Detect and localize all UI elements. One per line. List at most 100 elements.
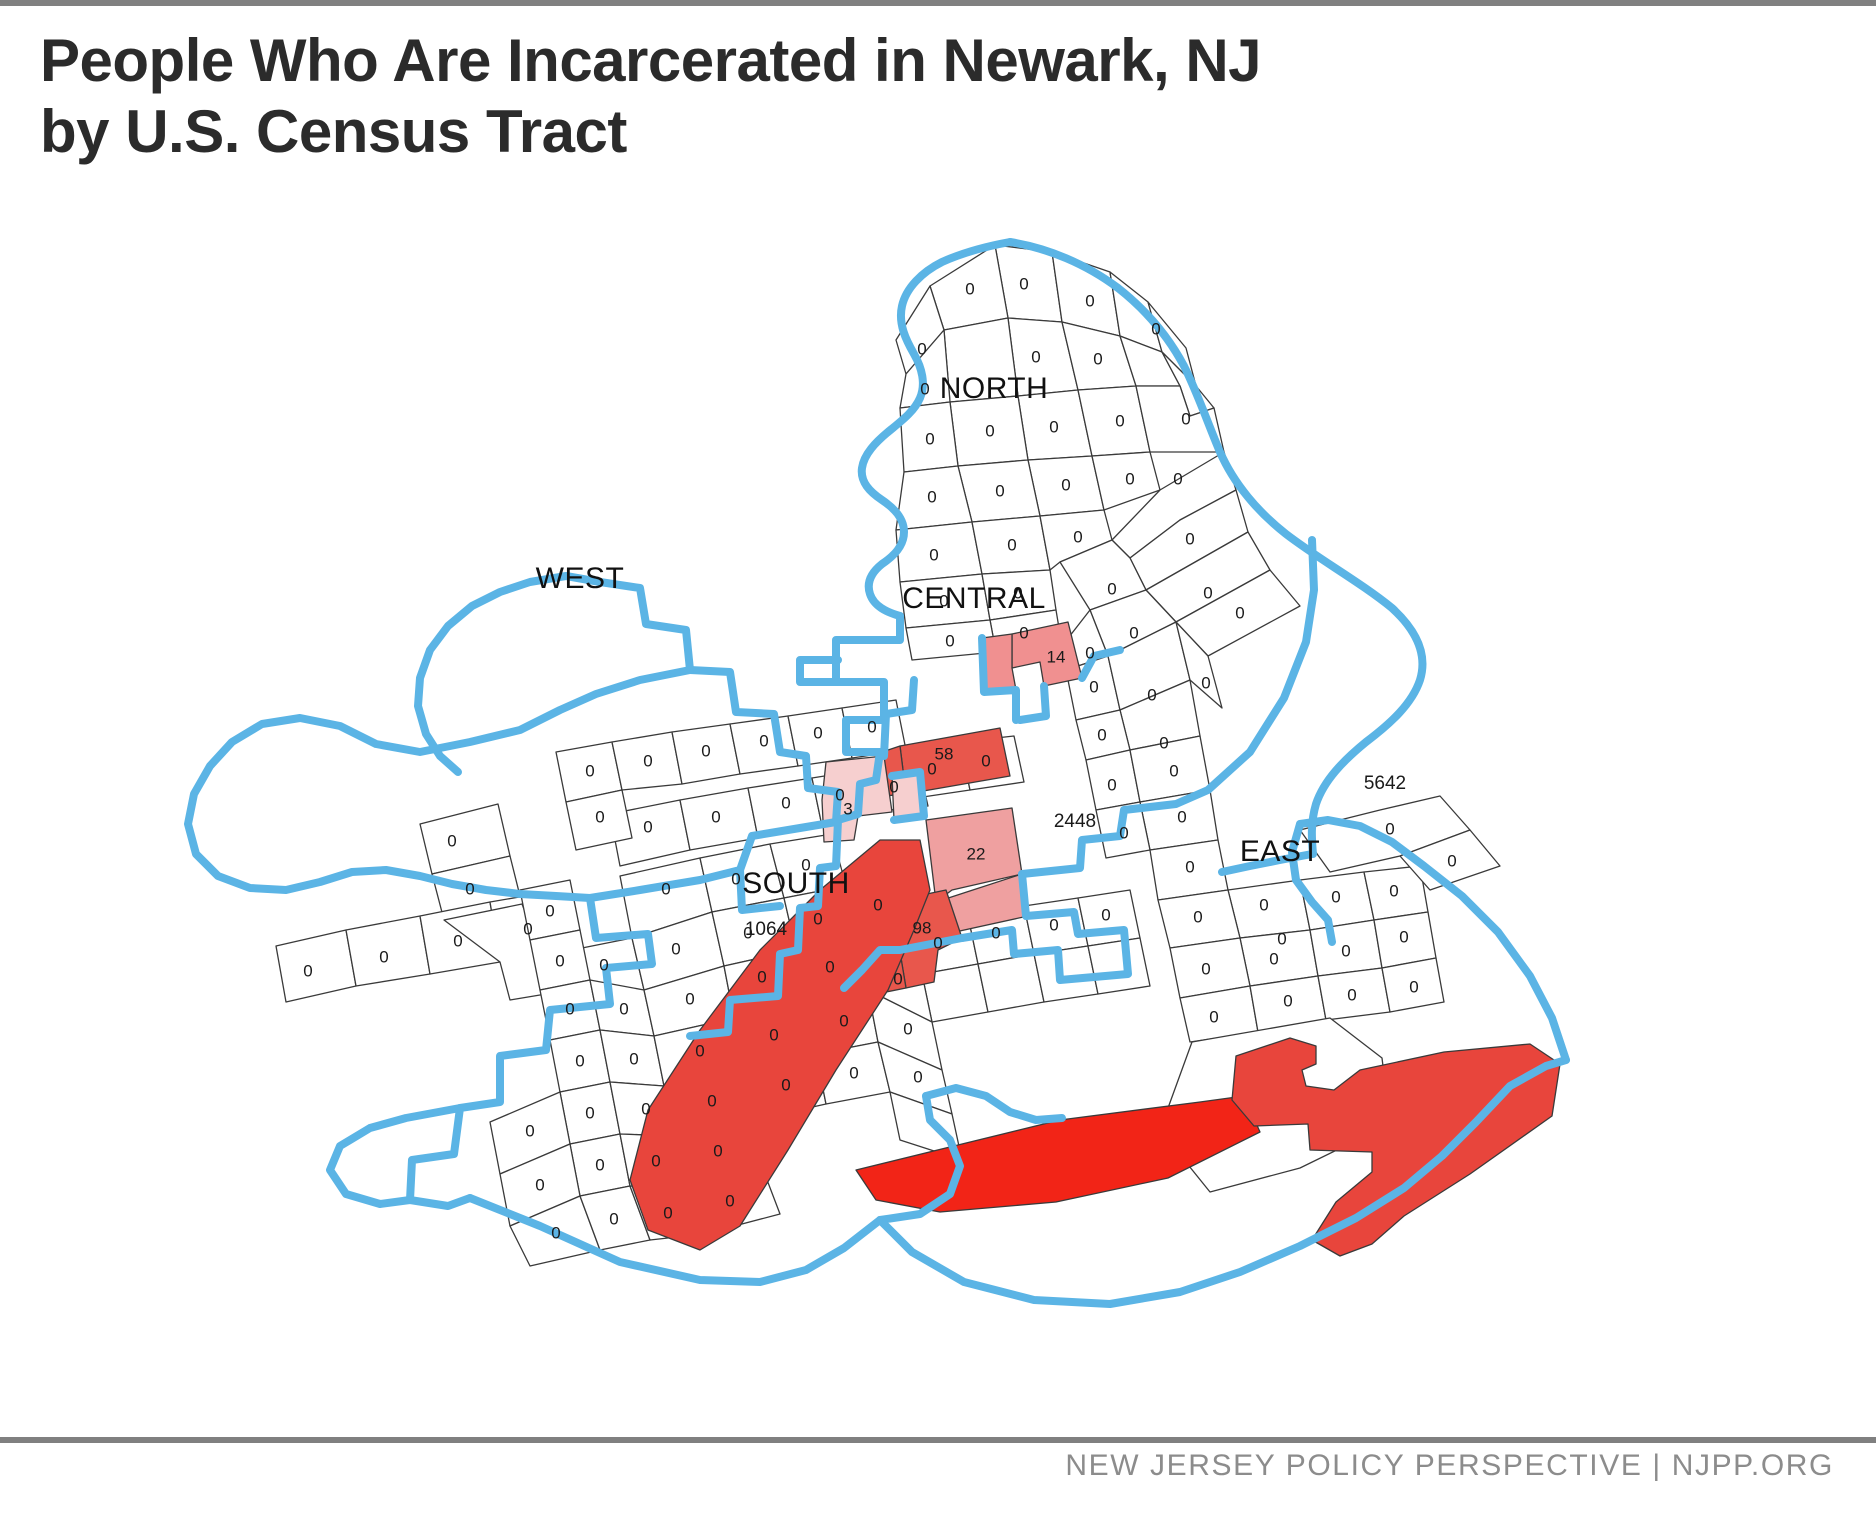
svg-text:0: 0 xyxy=(599,955,608,974)
svg-text:0: 0 xyxy=(985,421,994,440)
ward-label-central: CENTRAL xyxy=(902,582,1046,615)
ward-boundary-lines xyxy=(184,238,1570,1308)
svg-text:0: 0 xyxy=(523,919,532,938)
svg-text:0: 0 xyxy=(643,751,652,770)
svg-text:0: 0 xyxy=(839,1011,848,1030)
svg-text:0: 0 xyxy=(701,741,710,760)
ward-label-west: WEST xyxy=(536,562,625,595)
ward-label-south: SOUTH xyxy=(742,867,850,900)
svg-text:0: 0 xyxy=(925,429,934,448)
svg-text:0: 0 xyxy=(1129,623,1138,642)
svg-text:0: 0 xyxy=(945,631,954,650)
svg-text:0: 0 xyxy=(849,1063,858,1082)
svg-text:0: 0 xyxy=(933,933,942,952)
svg-text:0: 0 xyxy=(629,1049,638,1068)
svg-text:0: 0 xyxy=(1085,291,1094,310)
svg-text:0: 0 xyxy=(1193,907,1202,926)
svg-text:0: 0 xyxy=(1209,1007,1218,1026)
svg-text:0: 0 xyxy=(379,947,388,966)
svg-text:0: 0 xyxy=(913,1067,922,1086)
svg-text:0: 0 xyxy=(1331,887,1340,906)
value-label-1064: 1064 xyxy=(745,919,788,940)
svg-text:0: 0 xyxy=(893,969,902,988)
svg-text:0: 0 xyxy=(1119,823,1128,842)
svg-text:0: 0 xyxy=(929,545,938,564)
svg-text:0: 0 xyxy=(545,901,554,920)
svg-text:0: 0 xyxy=(1169,761,1178,780)
svg-text:0: 0 xyxy=(565,999,574,1018)
svg-text:0: 0 xyxy=(1269,949,1278,968)
svg-text:0: 0 xyxy=(1173,469,1182,488)
svg-text:0: 0 xyxy=(1347,985,1356,1004)
svg-text:0: 0 xyxy=(781,793,790,812)
svg-text:0: 0 xyxy=(835,785,844,804)
svg-text:0: 0 xyxy=(643,817,652,836)
svg-text:0: 0 xyxy=(731,869,740,888)
svg-text:0: 0 xyxy=(1447,851,1456,870)
svg-text:0: 0 xyxy=(555,951,564,970)
value-label-2448: 5642 xyxy=(1364,773,1406,794)
svg-text:0: 0 xyxy=(1073,527,1082,546)
svg-text:0: 0 xyxy=(1399,927,1408,946)
svg-text:0: 0 xyxy=(939,591,948,610)
svg-text:0: 0 xyxy=(1277,929,1286,948)
svg-text:0: 0 xyxy=(1341,941,1350,960)
svg-text:0: 0 xyxy=(1159,733,1168,752)
svg-text:0: 0 xyxy=(981,751,990,770)
svg-text:0: 0 xyxy=(769,1025,778,1044)
svg-text:0: 0 xyxy=(671,939,680,958)
ward-label-north: NORTH xyxy=(940,372,1049,405)
svg-text:0: 0 xyxy=(1049,915,1058,934)
svg-text:0: 0 xyxy=(1093,349,1102,368)
svg-text:0: 0 xyxy=(725,1191,734,1210)
value-label-14: 14 xyxy=(1047,647,1066,666)
svg-text:0: 0 xyxy=(1019,274,1028,293)
choropleth-map: 0 0 0 0 0 0 0 0 0 0 0 0 0 0 0 0 0 0 0 0 … xyxy=(0,190,1876,1410)
ward-name-labels: NORTH WEST CENTRAL EAST SOUTH xyxy=(536,372,1320,900)
svg-text:0: 0 xyxy=(781,1075,790,1094)
svg-text:0: 0 xyxy=(1089,677,1098,696)
svg-text:0: 0 xyxy=(873,895,882,914)
tract-2448 xyxy=(1231,1037,1561,1257)
svg-text:0: 0 xyxy=(595,807,604,826)
svg-text:0: 0 xyxy=(1097,725,1106,744)
svg-text:0: 0 xyxy=(1085,643,1094,662)
svg-text:0: 0 xyxy=(1049,417,1058,436)
svg-text:0: 0 xyxy=(1177,807,1186,826)
svg-text:0: 0 xyxy=(713,1141,722,1160)
svg-text:0: 0 xyxy=(1181,409,1190,428)
svg-text:0: 0 xyxy=(575,1051,584,1070)
footer-divider xyxy=(0,1437,1876,1443)
svg-text:0: 0 xyxy=(711,807,720,826)
value-label-58: 58 xyxy=(935,744,954,763)
svg-text:0: 0 xyxy=(685,989,694,1008)
svg-text:0: 0 xyxy=(1235,603,1244,622)
svg-text:0: 0 xyxy=(759,731,768,750)
svg-text:0: 0 xyxy=(920,379,929,398)
svg-text:0: 0 xyxy=(1101,905,1110,924)
svg-text:0: 0 xyxy=(1013,583,1022,602)
svg-text:0: 0 xyxy=(1203,583,1212,602)
svg-text:0: 0 xyxy=(585,761,594,780)
page-title: People Who Are Incarcerated in Newark, N… xyxy=(40,27,1262,165)
svg-text:0: 0 xyxy=(813,909,822,928)
svg-text:0: 0 xyxy=(1107,775,1116,794)
svg-text:0: 0 xyxy=(1385,819,1394,838)
tract-1064 xyxy=(629,839,931,1251)
svg-text:0: 0 xyxy=(453,931,462,950)
svg-text:0: 0 xyxy=(927,759,936,778)
svg-text:0: 0 xyxy=(465,879,474,898)
svg-text:0: 0 xyxy=(1019,623,1028,642)
value-label-5642: 2448 xyxy=(1054,811,1096,832)
svg-text:0: 0 xyxy=(619,999,628,1018)
svg-text:0: 0 xyxy=(1201,673,1210,692)
svg-text:0: 0 xyxy=(991,923,1000,942)
svg-text:0: 0 xyxy=(995,481,1004,500)
svg-text:0: 0 xyxy=(1409,977,1418,996)
svg-text:0: 0 xyxy=(535,1175,544,1194)
svg-text:0: 0 xyxy=(1007,535,1016,554)
svg-text:0: 0 xyxy=(651,1151,660,1170)
footer-credit: NEW JERSEY POLICY PERSPECTIVE | NJPP.ORG xyxy=(1065,1449,1834,1482)
svg-text:0: 0 xyxy=(595,1155,604,1174)
svg-text:0: 0 xyxy=(1151,319,1160,338)
